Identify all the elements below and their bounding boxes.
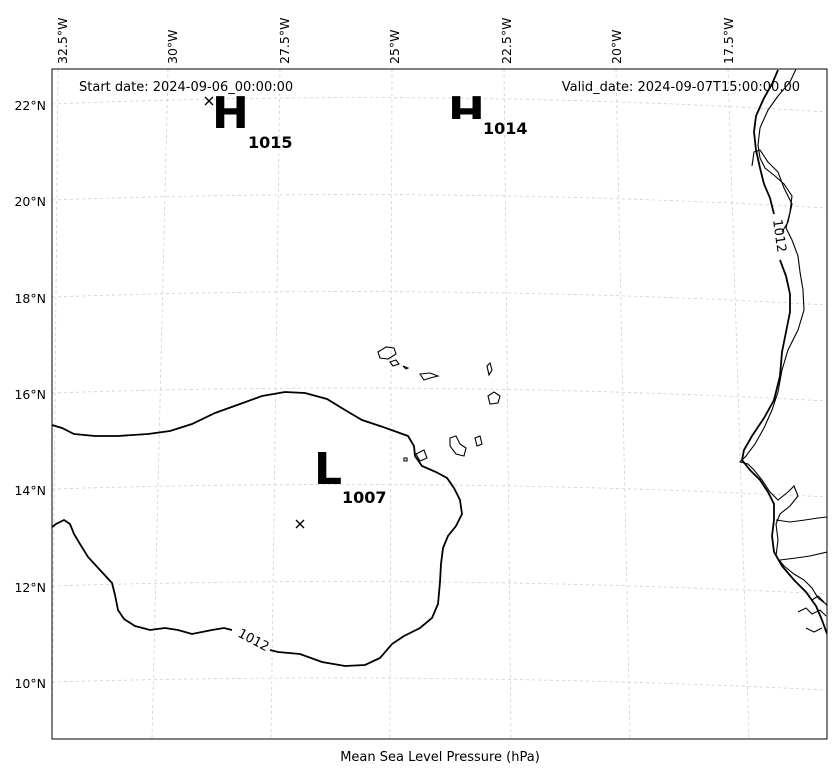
high-letter-1015: H: [212, 88, 249, 139]
center-marker-low-1007: [295, 519, 305, 529]
island-santo-antao: [377, 346, 397, 360]
low-letter-1007: L: [314, 444, 342, 495]
isobar-1012-coast: [741, 69, 827, 635]
meridian-30w: [151, 69, 169, 739]
lat-label-22n: 22°N: [14, 98, 46, 113]
isobar-label-1012-low: 1012: [235, 626, 271, 655]
meridian-17-5w: [727, 69, 750, 739]
island-sal: [486, 361, 493, 377]
graticule: [52, 69, 827, 739]
parallel-12n: [52, 581, 827, 595]
parallel-10n: [52, 677, 827, 691]
parallel-14n: [52, 484, 827, 498]
coastline-river-south: [779, 551, 827, 561]
island-fogo: [415, 449, 428, 462]
parallel-16n: [52, 387, 827, 402]
high-letter-1014: H: [448, 88, 485, 139]
island-santiago: [449, 435, 467, 457]
isobars: [52, 69, 827, 667]
lon-label-17-5w: 17.5°W: [721, 18, 736, 64]
island-santa-luzia: [402, 365, 410, 370]
coastline-river-gambia: [775, 516, 827, 523]
lat-label-10n: 10°N: [14, 676, 46, 691]
coastline-main: [738, 69, 827, 607]
latitude-labels: 22°N 20°N 18°N 16°N 14°N 12°N 10°N: [14, 98, 46, 691]
lat-label-18n: 18°N: [14, 291, 46, 306]
map-caption: Mean Sea Level Pressure (hPa): [340, 750, 540, 765]
high-value-1015: 1015: [248, 133, 293, 152]
island-brava: [403, 457, 408, 462]
lon-label-22-5w: 22.5°W: [499, 18, 514, 64]
island-maio: [474, 435, 483, 447]
parallel-18n: [52, 291, 827, 306]
lat-label-14n: 14°N: [14, 483, 46, 498]
lon-label-30w: 30°W: [165, 29, 180, 64]
island-boa-vista: [487, 391, 501, 405]
coastline-bijagos: [797, 595, 827, 633]
parallel-20n: [52, 194, 827, 209]
meridian-27-5w: [270, 69, 281, 739]
lat-label-20n: 20°N: [14, 194, 46, 209]
valid-date-label: Valid_date: 2024-09-07T15:00:00.00: [562, 80, 800, 95]
isobar-1012-low: [52, 391, 463, 667]
high-letter-clip-1014: H: [448, 88, 485, 139]
start-date-label: Start date: 2024-09-06_00:00:00: [79, 80, 293, 95]
island-sao-vicente: [389, 359, 400, 367]
meridian-22-5w: [503, 69, 512, 739]
center-marker-high-1015: [204, 96, 214, 106]
meridian-32-5w: [52, 69, 59, 739]
isobar-label-1012-coast: 1012: [769, 218, 788, 253]
map-area: [52, 69, 827, 739]
lon-label-20w: 20°W: [609, 29, 624, 64]
lat-label-12n: 12°N: [14, 580, 46, 595]
map-frame: [51, 68, 828, 740]
lat-label-16n: 16°N: [14, 387, 46, 402]
cabo-verde-islands: [377, 346, 501, 462]
lon-label-32-5w: 32.5°W: [55, 18, 70, 64]
coastline-africa: [738, 69, 827, 633]
pressure-systems: H 1015 H 1014 L 1007: [204, 88, 528, 529]
low-value-1007: 1007: [342, 488, 387, 507]
meridian-20w: [615, 69, 631, 739]
island-sao-nicolau: [419, 372, 440, 381]
parallel-22n: [52, 97, 827, 113]
longitude-labels: 32.5°W 30°W 27.5°W 25°W 22.5°W 20°W 17.5…: [55, 18, 736, 64]
meridian-25w: [389, 69, 393, 739]
lon-label-27-5w: 27.5°W: [277, 18, 292, 64]
lon-label-25w: 25°W: [387, 29, 402, 64]
high-value-1014: 1014: [483, 119, 528, 138]
